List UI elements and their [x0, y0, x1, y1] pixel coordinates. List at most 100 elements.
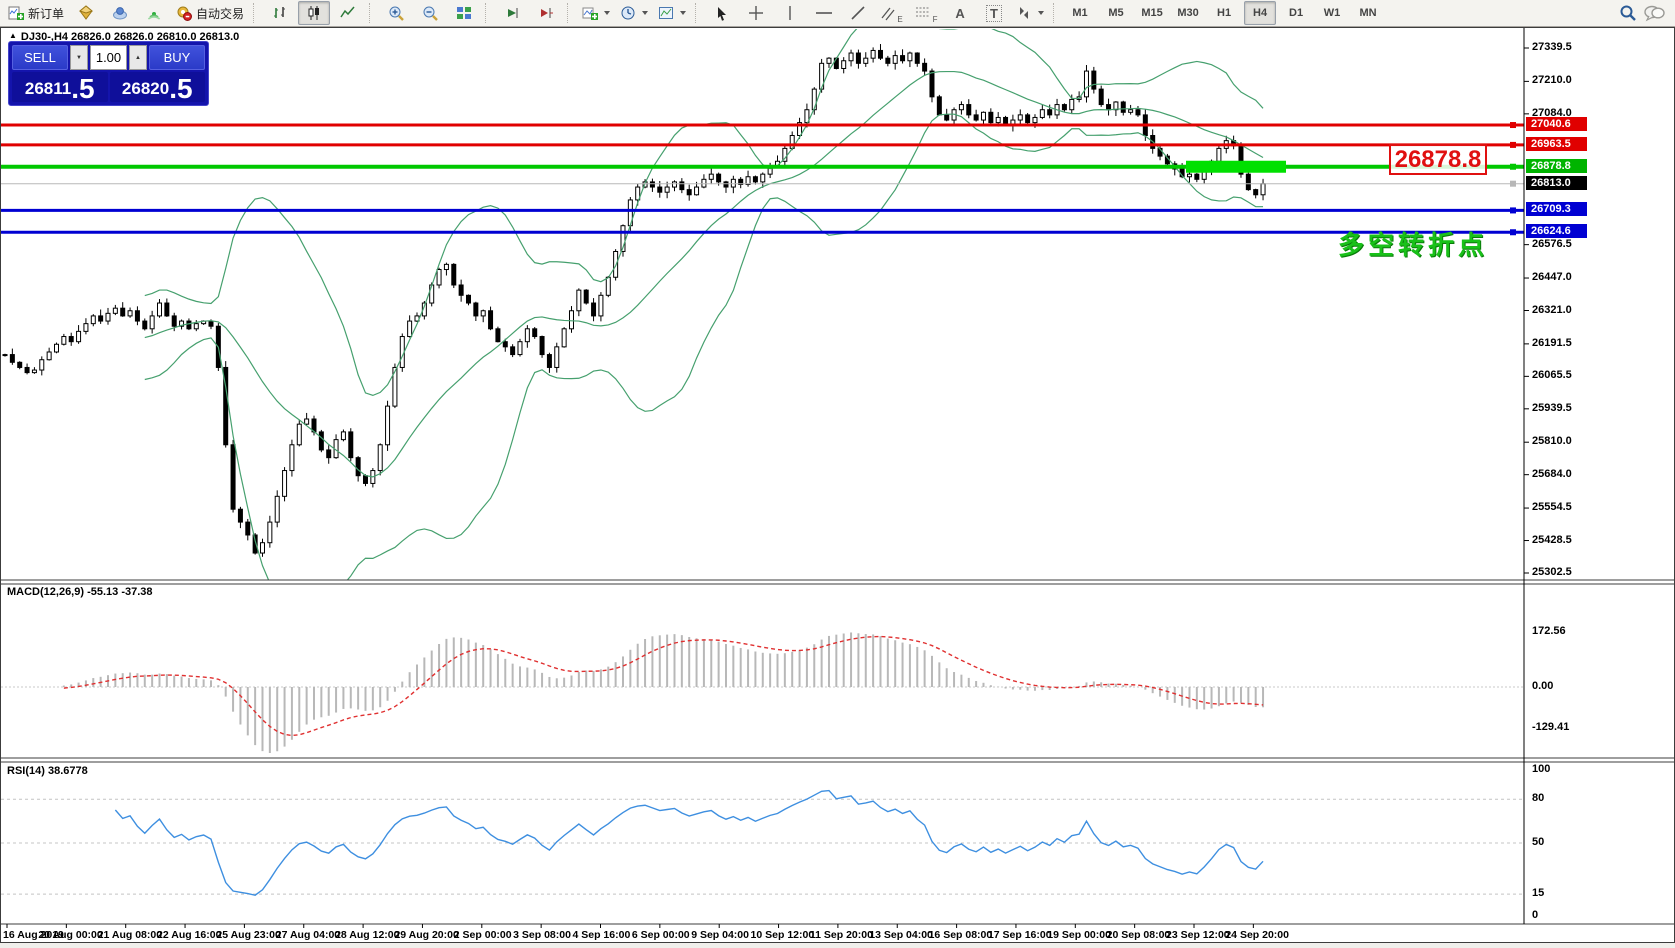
hline-price-label[interactable]: 26878.8	[1526, 158, 1587, 173]
price-axis-tick: 26576.5	[1532, 237, 1572, 250]
fibo-suffix-label: F	[932, 15, 938, 24]
dropdown-caret-icon	[1038, 11, 1045, 15]
arrows-icon	[1020, 7, 1029, 19]
sell-price-main: 26811	[24, 79, 72, 98]
price-axis-tick: 26447.0	[1532, 271, 1572, 284]
timeframe-button-mn[interactable]: MN	[1359, 7, 1377, 19]
periods-button[interactable]	[616, 1, 652, 25]
time-axis-label: 29 Aug 20:00	[394, 929, 459, 941]
chart-shift-icon[interactable]	[530, 1, 562, 25]
community-icon[interactable]	[104, 1, 136, 25]
vertical-line-tool-icon[interactable]	[774, 1, 806, 25]
annotation-text[interactable]: 多空转折点	[1338, 230, 1489, 260]
volume-decrease-button[interactable]: ▼	[70, 45, 88, 70]
timeframe-button-m30[interactable]: M30	[1177, 7, 1199, 19]
arrows-tool-button[interactable]	[1012, 1, 1048, 25]
buy-price-frac: .5	[169, 73, 193, 104]
autotrade-button[interactable]: 自动交易	[172, 1, 248, 25]
toolbar-separator	[567, 3, 573, 23]
new-order-label: 新订单	[28, 6, 65, 21]
timeframe-button-h1[interactable]: H1	[1217, 7, 1232, 19]
chart-plot-area[interactable]	[1, 28, 1675, 944]
timeframe-button-w1[interactable]: W1	[1323, 7, 1341, 19]
time-axis-label: 20 Aug 00:00	[38, 929, 103, 941]
timeframe-button-m1[interactable]: M1	[1072, 7, 1088, 19]
buy-price[interactable]: 26820 .5	[109, 72, 205, 104]
trendline-tool-icon[interactable]	[842, 1, 874, 25]
volume-input[interactable]	[90, 45, 127, 70]
auto-scroll-icon[interactable]	[496, 1, 528, 25]
time-axis-label: 6 Sep 00:00	[631, 929, 690, 941]
label-tool-glyph: T	[986, 4, 1002, 22]
templates-button[interactable]	[654, 1, 690, 25]
text-tool-icon[interactable]: A	[944, 1, 976, 25]
buy-price-main: 26820	[121, 79, 170, 98]
time-axis-label: 23 Sep 12:00	[1166, 929, 1230, 941]
sell-price[interactable]: 26811 .5	[12, 72, 108, 103]
chat-icon[interactable]	[1643, 4, 1665, 22]
hline-price-label[interactable]: 26963.5	[1526, 136, 1587, 151]
price-axis-tick: 27339.5	[1532, 41, 1572, 53]
price-axis-tick: 26321.0	[1532, 303, 1572, 316]
line-chart-icon[interactable]	[332, 1, 364, 25]
channel-suffix-label: E	[897, 15, 903, 24]
price-axis-tick: 25554.5	[1532, 501, 1572, 514]
text-tool-glyph: A	[955, 5, 965, 21]
time-axis-label: 16 Aug 2019	[3, 929, 64, 941]
time-axis-label: 2 Sep 00:00	[453, 929, 512, 941]
price-callout[interactable]: 26878.8	[1389, 144, 1487, 175]
toolbar-separator	[253, 3, 259, 23]
fibonacci-tool-icon[interactable]: F	[910, 1, 942, 25]
indicators-button[interactable]	[578, 1, 614, 25]
price-axis-tick: 26191.5	[1532, 336, 1572, 349]
history-center-icon[interactable]	[70, 1, 102, 25]
hline-price-label[interactable]: 27040.6	[1526, 117, 1587, 132]
hline-price-label[interactable]: 26624.6	[1526, 224, 1587, 239]
zoom-in-icon[interactable]	[380, 1, 412, 25]
bar-chart-icon[interactable]	[264, 1, 296, 25]
zoom-out-icon[interactable]	[414, 1, 446, 25]
equidistant-channel-tool-icon[interactable]: E	[876, 1, 908, 25]
text-label-tool-icon[interactable]: T	[978, 1, 1010, 25]
rsi-axis-tick: 80	[1532, 792, 1545, 805]
timeframe-button-m15[interactable]: M15	[1141, 7, 1163, 19]
timeframe-button-m5[interactable]: M5	[1108, 7, 1124, 19]
time-axis-label: 28 Aug 12:00	[335, 929, 400, 941]
autotrade-icon	[177, 6, 193, 21]
crosshair-tool-icon[interactable]	[740, 1, 772, 25]
time-axis-label: 24 Sep 20:00	[1225, 929, 1289, 941]
signals-icon[interactable]	[138, 1, 170, 25]
rsi-axis-tick: 0	[1532, 909, 1539, 921]
cursor-tool-icon[interactable]	[706, 1, 738, 25]
timeframe-button-d1[interactable]: D1	[1289, 7, 1304, 19]
candlestick-chart-icon[interactable]	[298, 1, 331, 25]
main-toolbar: 新订单 自动交易	[0, 0, 1675, 27]
dropdown-caret-icon	[642, 11, 649, 15]
sell-button[interactable]: SELL	[12, 45, 68, 70]
macd-label: MACD(12,26,9) -55.13 -37.38	[7, 586, 153, 598]
new-order-button[interactable]: 新订单	[4, 1, 68, 25]
volume-increase-button[interactable]: ▲	[129, 45, 147, 70]
timeframe-group: M1 M5 M15 M30 H1 H4 D1 W1 MN	[1064, 1, 1384, 25]
template-icon	[659, 7, 674, 19]
timeframe-button-h4[interactable]: H4	[1244, 1, 1277, 25]
one-click-trading-panel: SELL ▼ ▲ BUY 26811 .5 26820 .5	[8, 41, 209, 106]
rsi-label: RSI(14) 38.6778	[7, 765, 88, 777]
dropdown-caret-icon	[680, 11, 687, 15]
rsi-axis-tick: 50	[1532, 836, 1545, 848]
hline-price-label[interactable]: 26709.3	[1526, 202, 1587, 217]
time-axis-label: 25 Aug 23:00	[216, 929, 281, 941]
autotrade-label: 自动交易	[196, 6, 245, 21]
horizontal-line-tool-icon[interactable]	[808, 1, 840, 25]
dropdown-caret-icon	[604, 11, 611, 15]
collapse-triangle-icon[interactable]: ▲	[9, 31, 17, 40]
buy-button[interactable]: BUY	[149, 45, 205, 70]
price-axis-tick: 25939.5	[1532, 401, 1572, 414]
tile-windows-icon[interactable]	[448, 1, 480, 25]
price-axis-tick: 25302.5	[1532, 566, 1572, 578]
toolbar-right	[1619, 4, 1671, 22]
search-icon[interactable]	[1619, 4, 1637, 22]
hline-price-label[interactable]: 26813.0	[1526, 175, 1587, 190]
time-axis-label: 17 Sep 16:00	[987, 929, 1052, 941]
time-axis-label: 20 Sep 08:00	[1106, 929, 1171, 941]
